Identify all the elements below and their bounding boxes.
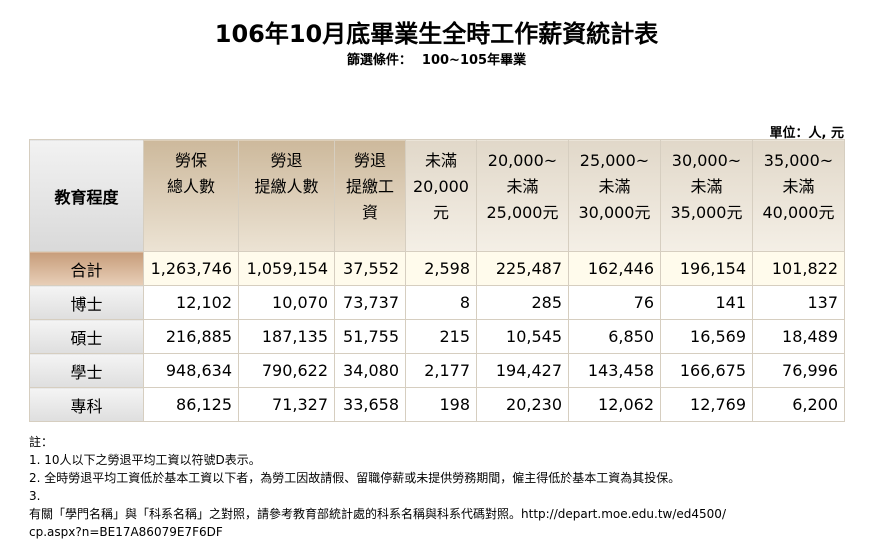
row-label: 學士 — [29, 353, 144, 388]
education-level-header: 教育程度 — [29, 139, 144, 252]
table-cell: 86,125 — [143, 387, 239, 422]
table-cell: 285 — [476, 285, 569, 320]
table-cell: 51,755 — [334, 319, 406, 354]
row-label: 博士 — [29, 285, 144, 320]
note-line: 有關「學門名稱」與「科系名稱」之對照，請參考教育部統計處的科系名稱與科系代碼對照… — [29, 507, 726, 521]
notes-section: 註： 1. 10人以下之勞退平均工資以符號D表示。 2. 全時勞退平均工資低於基… — [29, 433, 849, 541]
note-line: cp.aspx?n=BE17A86079E7F6DF — [29, 525, 223, 539]
table-cell: 18,489 — [752, 319, 845, 354]
table-cell: 196,154 — [660, 251, 753, 286]
column-header: 30,000~ 未滿 35,000元 — [660, 139, 753, 252]
table-cell: 141 — [660, 285, 753, 320]
table-row: 學士 948,634 790,622 34,080 2,177 194,427 143,45… — [29, 353, 845, 388]
table-cell: 12,062 — [568, 387, 661, 422]
table-cell: 225,487 — [476, 251, 569, 286]
filter-value: 100~105年畢業 — [421, 53, 527, 68]
table-cell: 198 — [405, 387, 477, 422]
column-header: 20,000~ 未滿 25,000元 — [476, 139, 569, 252]
table-cell: 8 — [405, 285, 477, 320]
column-header: 未滿 20,000 元 — [405, 139, 477, 252]
table-cell: 34,080 — [334, 353, 406, 388]
table-cell: 71,327 — [238, 387, 335, 422]
table-cell: 76,996 — [752, 353, 845, 388]
table-cell: 33,658 — [334, 387, 406, 422]
filter-condition: 篩選條件： 100~105年畢業 — [0, 49, 873, 68]
table-cell: 790,622 — [238, 353, 335, 388]
table-cell: 166,675 — [660, 353, 753, 388]
header-row: 教育程度 勞保 總人數 勞退 提繳人數 勞退 提繳工資 未滿 20,000 元 20,00… — [29, 139, 845, 252]
row-label: 合計 — [29, 251, 144, 286]
table-cell: 1,059,154 — [238, 251, 335, 286]
table-cell: 216,885 — [143, 319, 239, 354]
table-cell: 2,598 — [405, 251, 477, 286]
notes-heading: 註： — [29, 435, 54, 449]
table-cell: 187,135 — [238, 319, 335, 354]
table-cell: 37,552 — [334, 251, 406, 286]
table-cell: 194,427 — [476, 353, 569, 388]
table-cell: 10,545 — [476, 319, 569, 354]
table-cell: 101,822 — [752, 251, 845, 286]
note-line: 1. 10人以下之勞退平均工資以符號D表示。 — [29, 453, 261, 467]
table-cell: 6,200 — [752, 387, 845, 422]
page-title: 106年10月底畢業生全時工作薪資統計表 — [214, 20, 659, 48]
table-cell: 137 — [752, 285, 845, 320]
table-row: 博士 12,102 10,070 73,737 8 285 76 141 137 — [29, 285, 845, 320]
table-cell: 6,850 — [568, 319, 661, 354]
table-row: 碩士 216,885 187,135 51,755 215 10,545 6,850 16,5… — [29, 319, 845, 354]
note-line: 3. — [29, 489, 41, 503]
table-cell: 215 — [405, 319, 477, 354]
salary-table: 教育程度 勞保 總人數 勞退 提繳人數 勞退 提繳工資 未滿 20,000 元 20,00… — [29, 139, 845, 422]
column-header: 25,000~ 未滿 30,000元 — [568, 139, 661, 252]
table-row: 專科 86,125 71,327 33,658 198 20,230 12,062 12,76… — [29, 387, 845, 422]
note-line: 2. 全時勞退平均工資低於基本工資以下者，為勞工因故請假、留職停薪或未提供勞務期… — [29, 471, 681, 485]
table-cell: 1,263,746 — [143, 251, 239, 286]
column-header: 勞保 總人數 — [143, 139, 239, 252]
table-cell: 73,737 — [334, 285, 406, 320]
column-header: 勞退 提繳人數 — [238, 139, 335, 252]
row-label: 專科 — [29, 387, 144, 422]
column-header: 勞退 提繳工資 — [334, 139, 406, 252]
table-cell: 10,070 — [238, 285, 335, 320]
table-cell: 20,230 — [476, 387, 569, 422]
table-cell: 12,102 — [143, 285, 239, 320]
row-label: 碩士 — [29, 319, 144, 354]
table-cell: 948,634 — [143, 353, 239, 388]
table-cell: 16,569 — [660, 319, 753, 354]
table-cell: 76 — [568, 285, 661, 320]
table-row: 合計 1,263,746 1,059,154 37,552 2,598 225,487 16… — [29, 251, 845, 286]
table-cell: 12,769 — [660, 387, 753, 422]
column-header: 35,000~ 未滿 40,000元 — [752, 139, 845, 252]
table-cell: 143,458 — [568, 353, 661, 388]
table-cell: 162,446 — [568, 251, 661, 286]
table-cell: 2,177 — [405, 353, 477, 388]
filter-label: 篩選條件： — [346, 53, 412, 68]
unit-label: 單位：人, 元 — [769, 126, 844, 141]
